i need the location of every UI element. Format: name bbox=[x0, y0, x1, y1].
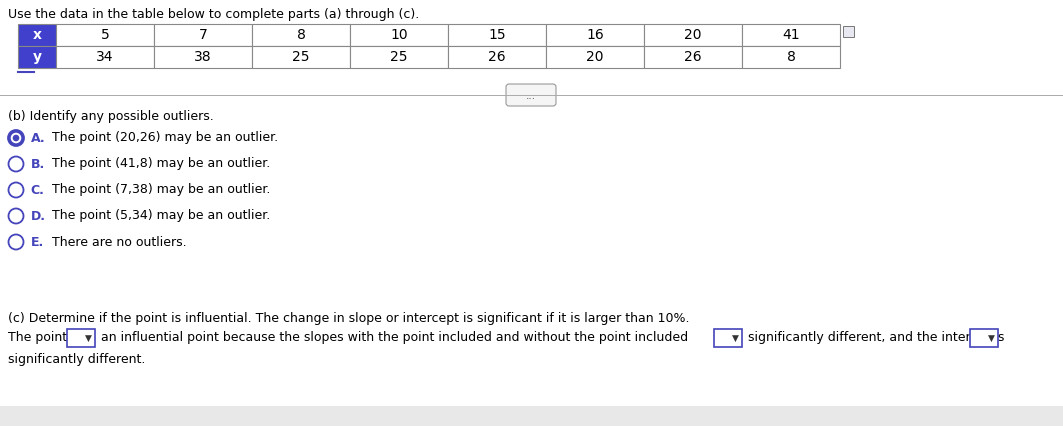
Bar bbox=[742, 46, 840, 68]
Bar bbox=[350, 24, 448, 46]
Bar bbox=[644, 24, 742, 46]
Text: The point: The point bbox=[9, 331, 67, 345]
Text: 25: 25 bbox=[390, 50, 408, 64]
Text: A.: A. bbox=[31, 132, 45, 144]
Bar bbox=[154, 24, 252, 46]
Text: 16: 16 bbox=[586, 28, 604, 42]
Bar bbox=[448, 24, 546, 46]
Text: The point (20,26) may be an outlier.: The point (20,26) may be an outlier. bbox=[52, 132, 279, 144]
Text: 38: 38 bbox=[195, 50, 212, 64]
Text: 8: 8 bbox=[787, 50, 795, 64]
FancyBboxPatch shape bbox=[506, 84, 556, 106]
Text: 26: 26 bbox=[685, 50, 702, 64]
Text: ▼: ▼ bbox=[988, 334, 995, 343]
Bar bbox=[56, 24, 154, 46]
Text: 7: 7 bbox=[199, 28, 207, 42]
Text: The point (7,38) may be an outlier.: The point (7,38) may be an outlier. bbox=[52, 184, 271, 196]
Text: significantly different, and the intercepts: significantly different, and the interce… bbox=[748, 331, 1005, 345]
Circle shape bbox=[11, 133, 21, 143]
Bar bbox=[0, 406, 1063, 426]
Text: (b) Identify any possible outliers.: (b) Identify any possible outliers. bbox=[9, 110, 214, 123]
Text: 34: 34 bbox=[97, 50, 114, 64]
Text: There are no outliers.: There are no outliers. bbox=[52, 236, 187, 248]
Bar bbox=[448, 46, 546, 68]
Bar bbox=[18, 46, 56, 68]
Text: The point (41,8) may be an outlier.: The point (41,8) may be an outlier. bbox=[52, 158, 271, 170]
Circle shape bbox=[9, 182, 23, 198]
Bar bbox=[644, 46, 742, 68]
Circle shape bbox=[9, 208, 23, 224]
Bar bbox=[350, 46, 448, 68]
Text: 20: 20 bbox=[587, 50, 604, 64]
Text: an influential point because the slopes with the point included and without the : an influential point because the slopes … bbox=[101, 331, 688, 345]
Text: The point (5,34) may be an outlier.: The point (5,34) may be an outlier. bbox=[52, 210, 271, 222]
Bar bbox=[546, 24, 644, 46]
Bar bbox=[154, 46, 252, 68]
Bar bbox=[546, 46, 644, 68]
Bar bbox=[18, 24, 56, 46]
Bar bbox=[56, 46, 154, 68]
Text: ...: ... bbox=[526, 91, 536, 101]
Text: 26: 26 bbox=[488, 50, 506, 64]
Circle shape bbox=[9, 156, 23, 172]
Text: ▼: ▼ bbox=[731, 334, 739, 343]
Text: 8: 8 bbox=[297, 28, 305, 42]
Circle shape bbox=[13, 135, 19, 141]
Text: significantly different.: significantly different. bbox=[9, 354, 146, 366]
Bar bbox=[971, 329, 998, 347]
Text: ▼: ▼ bbox=[85, 334, 91, 343]
Text: x: x bbox=[33, 28, 41, 42]
Text: E.: E. bbox=[31, 236, 44, 248]
Text: y: y bbox=[33, 50, 41, 64]
Bar bbox=[843, 26, 854, 37]
Circle shape bbox=[9, 130, 23, 146]
Bar bbox=[252, 24, 350, 46]
Bar bbox=[714, 329, 742, 347]
Bar bbox=[742, 24, 840, 46]
Circle shape bbox=[9, 234, 23, 250]
Text: B.: B. bbox=[31, 158, 45, 170]
Text: D.: D. bbox=[31, 210, 46, 222]
Text: 5: 5 bbox=[101, 28, 109, 42]
Text: 10: 10 bbox=[390, 28, 408, 42]
Text: 41: 41 bbox=[782, 28, 799, 42]
Text: 20: 20 bbox=[685, 28, 702, 42]
Bar bbox=[252, 46, 350, 68]
Text: 25: 25 bbox=[292, 50, 309, 64]
Text: C.: C. bbox=[31, 184, 45, 196]
Text: 15: 15 bbox=[488, 28, 506, 42]
Text: Use the data in the table below to complete parts (a) through (c).: Use the data in the table below to compl… bbox=[9, 8, 419, 21]
Bar bbox=[67, 329, 95, 347]
Text: (c) Determine if the point is influential. The change in slope or intercept is s: (c) Determine if the point is influentia… bbox=[9, 312, 690, 325]
